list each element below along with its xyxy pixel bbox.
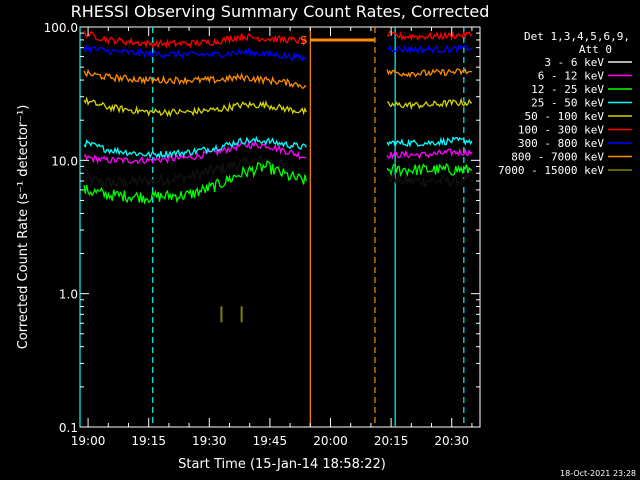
legend-label-5: 100 - 300 keV: [518, 124, 604, 137]
series-line-4-1: [386, 97, 472, 111]
series-line-2-1: [386, 163, 473, 177]
series-line-7-0: [83, 68, 307, 89]
x-tick-label-5: 20:15: [374, 434, 409, 448]
series-line-4-0: [83, 96, 307, 118]
legend-header-detectors: Det 1,3,4,5,6,9,: [524, 30, 630, 43]
legend-label-7: 800 - 7000 keV: [511, 151, 604, 164]
series-lines: [83, 30, 473, 323]
x-tick-label-2: 19:30: [192, 434, 227, 448]
legend-label-4: 50 - 100 keV: [525, 110, 605, 123]
y-axis-ticks: 0.1 1.0 10.0 100.0: [44, 21, 480, 435]
series-line-3-0: [83, 135, 307, 160]
x-axis-label: Start Time (15-Jan-14 18:58:22): [178, 457, 386, 472]
footer-date: 18-Oct-2021 23:28: [560, 469, 636, 478]
flag-letter-0: S: [300, 34, 307, 47]
series-line-0-1: [386, 173, 473, 189]
legend-label-6: 300 - 800 keV: [518, 137, 604, 150]
y-axis-label: Corrected Count Rate (s⁻¹ detector⁻¹): [16, 105, 31, 350]
x-tick-label-4: 20:00: [313, 434, 348, 448]
series-line-5-1: [386, 30, 473, 42]
series-line-2-0: [83, 160, 307, 206]
legend-label-8: 7000 - 15000 keV: [498, 164, 604, 177]
x-tick-label-0: 19:00: [71, 434, 106, 448]
flag-letters: S: [300, 34, 307, 47]
series-line-7-1: [386, 68, 473, 79]
x-tick-label-3: 19:45: [253, 434, 288, 448]
series-line-6-0: [83, 44, 307, 63]
series-line-3-1: [386, 136, 473, 149]
series-line-5-0: [83, 30, 307, 50]
y-tick-label-0: 0.1: [59, 421, 78, 435]
legend-label-3: 25 - 50 keV: [531, 97, 604, 110]
x-axis-ticks: 19:00 19:15 19:30 19:45 20:00 20:15 20:30: [71, 27, 473, 448]
vertical-markers: [79, 27, 465, 427]
y-tick-label-2: 10.0: [51, 154, 78, 168]
legend-label-1: 6 - 12 keV: [538, 70, 605, 83]
legend-label-0: 3 - 6 keV: [544, 56, 604, 69]
y-tick-label-3: 100.0: [44, 21, 78, 35]
x-tick-label-6: 20:30: [434, 434, 469, 448]
series-line-6-1: [386, 44, 473, 55]
legend-header-attenuator: Att 0: [579, 43, 612, 56]
x-tick-label-1: 19:15: [131, 434, 166, 448]
series-line-1-0: [83, 140, 307, 165]
chart-title: RHESSI Observing Summary Count Rates, Co…: [71, 2, 490, 21]
y-tick-label-1: 1.0: [59, 288, 78, 302]
series-line-1-1: [386, 147, 473, 160]
legend-label-2: 12 - 25 keV: [531, 83, 604, 96]
